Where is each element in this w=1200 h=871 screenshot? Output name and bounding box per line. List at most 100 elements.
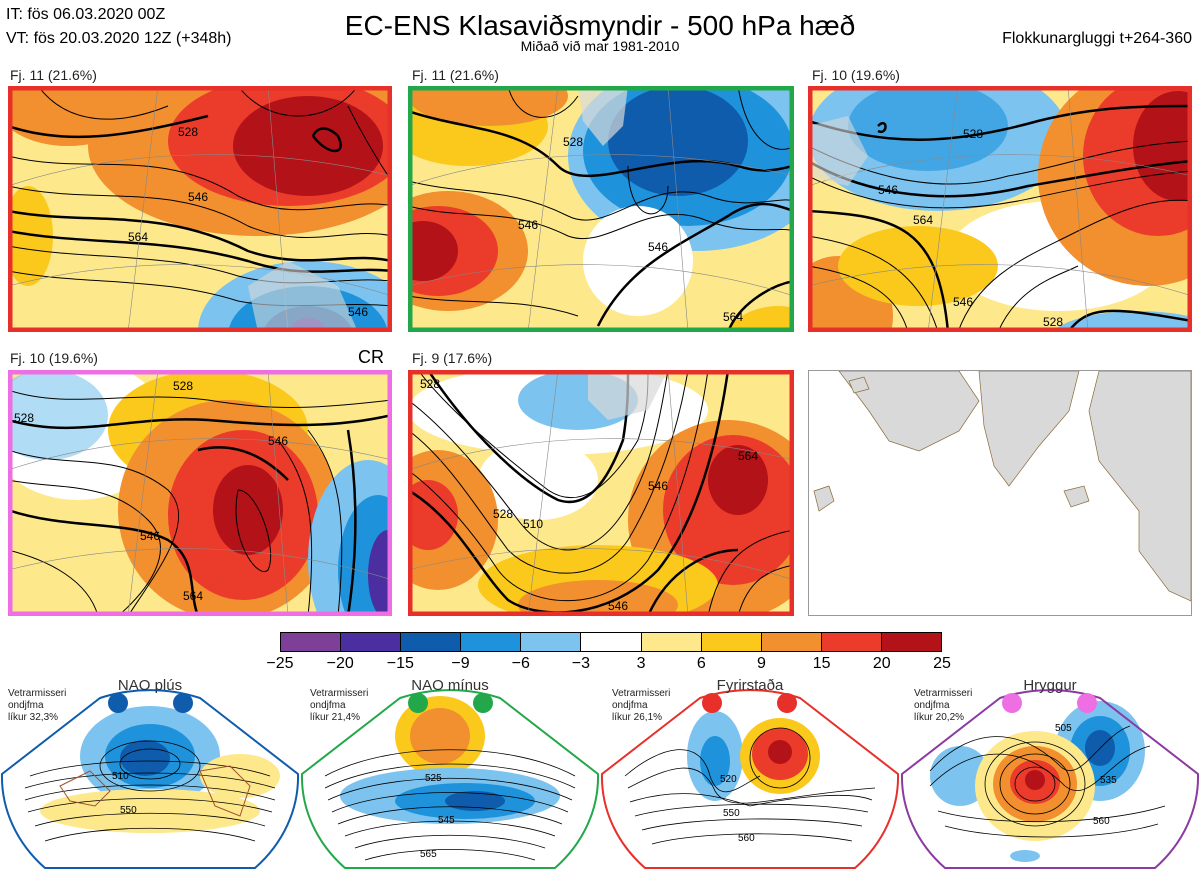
p5-contour-label-6: 546 [608,599,628,613]
colorbar-swatch [640,633,701,651]
regime-2-info-line-1: Vetrarmisseri [310,688,369,699]
p3-contour-label-2: 546 [878,183,898,197]
regime-2-contour-3: 565 [420,849,437,860]
colorbar-ticks: −25 −20 −15 −9 −6 −3 3 6 9 15 20 25 [260,655,962,673]
p1-contour-label-1: 528 [178,125,198,139]
colorbar-swatch [460,633,521,651]
colorbar-tick-label: −25 [266,655,294,672]
regime-2-contour-1: 525 [425,773,442,784]
p4-contour-label-3: 546 [140,529,160,543]
clustering-window: Flokkunargluggi t+264-360 [1002,30,1192,47]
colorbar-swatch [281,633,341,651]
cluster-4-label: Fj. 10 (19.6%) [10,350,98,366]
colorbar-swatch [580,633,641,651]
regime-3-contour-1: 520 [720,774,737,785]
p3-contour-label-3: 564 [913,213,933,227]
page-subtitle: Miðað við mar 1981-2010 [520,38,680,54]
cluster-3-map: 528 546 564 546 528 [808,86,1192,332]
colorbar-swatch [520,633,581,651]
regime-2-info: Vetrarmisseri ondjfma líkur 21,4% [310,688,368,724]
colorbar-tick-label: 9 [757,655,766,672]
initial-time: IT: fös 06.03.2020 00Z [6,6,166,23]
colorbar-tick-label: 3 [636,655,646,672]
regimes-row: 510 550 525 545 565 520 550 560 505 535 … [0,676,1200,871]
regime-4-name: Hryggur [1023,677,1077,694]
base-map [808,370,1192,616]
regime-3-info-line-3: líkur 26,1% [612,712,663,723]
colorbar-swatch [340,633,401,651]
regime-2-name: NAO mínus [411,677,489,694]
regime-1-contour-2: 550 [120,805,137,816]
regime-3-map [600,689,900,869]
regime-2-contour-2: 545 [438,815,455,826]
colorbar [280,632,942,652]
cr-badge: CR [358,347,384,367]
regime-2-map [300,689,600,869]
colorbar-swatch [880,633,942,651]
cluster-5-map: 528 510 528 546 564 546 [408,370,794,616]
p5-contour-label-4: 546 [648,479,668,493]
regime-4-info-line-1: Vetrarmisseri [914,688,973,699]
p4-contour-label-1: 528 [173,379,193,393]
regime-1-map [0,689,300,869]
p1-contour-label-3: 564 [128,230,148,244]
colorbar-tick-label: 6 [696,655,706,672]
regime-2-info-line-2: ondjfma [310,700,346,711]
regime-3-name: Fyrirstaða [716,677,784,694]
colorbar-swatch [760,633,821,651]
colorbar-tick-label: −15 [386,655,414,672]
cluster-5-label: Fj. 9 (17.6%) [412,350,493,366]
page-title: EC-ENS Klasaviðsmyndir - 500 hPa hæð [344,10,856,41]
p2-contour-label-3: 546 [648,240,668,254]
p1-contour-label-4: 546 [348,305,368,319]
colorbar-tick-label: −9 [451,655,470,672]
regime-1-info: Vetrarmisseri ondjfma líkur 32,3% [8,688,66,724]
regime-4-contour-2: 535 [1100,775,1117,786]
cluster-4-map: 528 546 546 564 528 [8,370,392,616]
p5-contour-label-3: 528 [493,507,513,521]
p5-contour-label-5: 564 [738,449,758,463]
regime-3-info: Vetrarmisseri ondjfma líkur 26,1% [612,688,670,724]
valid-time: VT: fös 20.03.2020 12Z (+348h) [6,30,232,47]
cluster-2-map: 528 546 546 564 [408,86,794,332]
regime-4-info-line-3: líkur 20,2% [914,712,965,723]
regime-3-info-line-2: ondjfma [612,700,648,711]
p2-contour-label-2: 546 [518,218,538,232]
colorbar-tick-label: −20 [326,655,354,672]
regime-4-contour-1: 505 [1055,723,1072,734]
regime-1-name: NAO plús [117,677,183,694]
colorbar-tick-label: −3 [571,655,591,672]
p2-contour-label-1: 528 [563,135,583,149]
regime-4-info-line-2: ondjfma [914,700,950,711]
p4-contour-label-4: 564 [183,589,203,603]
p5-contour-label-1: 528 [420,377,440,391]
colorbar-swatch [400,633,461,651]
regime-4-info: Vetrarmisseri ondjfma líkur 20,2% [914,688,972,724]
regime-4-contour-3: 560 [1093,816,1110,827]
colorbar-tick-label: 15 [812,655,831,672]
p3-contour-label-4: 546 [953,295,973,309]
cluster-1-map: 528 546 564 546 [8,86,392,332]
p4-contour-label-5: 528 [14,411,34,425]
cluster-3-label: Fj. 10 (19.6%) [812,67,900,83]
regime-4-map [900,689,1200,869]
colorbar-swatch [820,633,881,651]
p2-contour-label-4: 564 [723,310,743,324]
colorbar-tick-label: −6 [511,655,530,672]
p3-contour-label-1: 528 [963,127,983,141]
p3-contour-label-5: 528 [1043,315,1063,329]
regime-1-info-line-2: ondjfma [8,700,44,711]
regime-3-contour-3: 560 [738,833,755,844]
cluster-1-label: Fj. 11 (21.6%) [10,67,97,83]
regime-1-info-line-1: Vetrarmisseri [8,688,67,699]
p4-contour-label-2: 546 [268,434,288,448]
p1-contour-label-2: 546 [188,190,208,204]
colorbar-tick-label: 20 [872,655,891,672]
colorbar-tick-label: 25 [933,655,951,672]
regime-1-info-line-3: líkur 32,3% [8,712,59,723]
cluster-2-label: Fj. 11 (21.6%) [412,67,499,83]
colorbar-swatch [700,633,761,651]
regime-2-info-line-3: líkur 21,4% [310,712,361,723]
regime-1-contour-1: 510 [112,771,129,782]
regime-3-info-line-1: Vetrarmisseri [612,688,671,699]
